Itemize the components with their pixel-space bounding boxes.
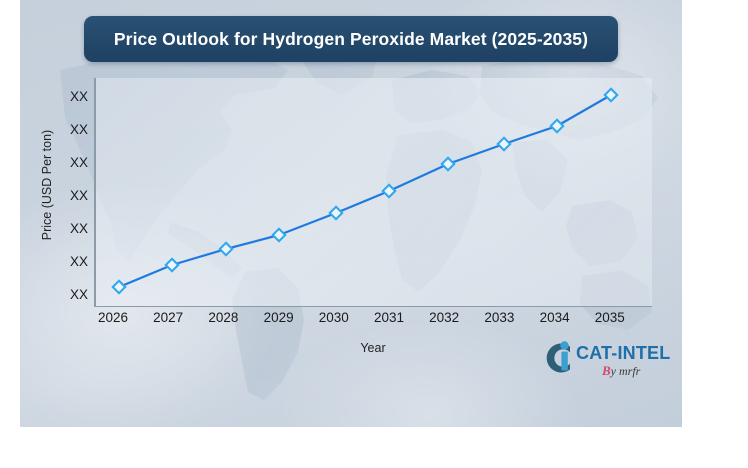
y-axis-tick-label: XX xyxy=(69,287,88,302)
page-title: Price Outlook for Hydrogen Peroxide Mark… xyxy=(113,28,589,49)
x-axis-tick-label: 2027 xyxy=(153,310,184,325)
x-axis-tick-label: 2035 xyxy=(594,310,625,325)
cat-intel-logo-icon xyxy=(546,341,570,373)
x-axis-line xyxy=(94,306,652,308)
x-axis-tick-label: 2033 xyxy=(484,310,515,325)
x-axis-tick-label: 2032 xyxy=(429,310,460,325)
y-axis-title: Price (USD Per ton) xyxy=(40,129,54,241)
x-axis-tick-label: 2029 xyxy=(263,310,294,325)
x-axis-title: Year xyxy=(360,341,386,355)
chart-title-bar: Price Outlook for Hydrogen Peroxide Mark… xyxy=(84,16,618,62)
x-axis-tick-label: 2028 xyxy=(208,310,239,325)
logo-sub-b: B xyxy=(602,363,611,378)
chart-panel: Price Outlook for Hydrogen Peroxide Mark… xyxy=(20,0,682,427)
y-axis-line xyxy=(94,78,96,307)
y-axis-tick-label: XX xyxy=(69,188,88,203)
plot-area xyxy=(94,78,652,307)
y-axis-tick-label: XX xyxy=(69,254,88,269)
x-axis-tick-label: 2026 xyxy=(97,310,129,325)
y-axis-ticks: XX XX XX XX XX XX XX xyxy=(42,78,88,307)
y-axis-tick-label: XX xyxy=(69,221,88,236)
y-axis-tick-label: XX xyxy=(69,89,88,104)
y-axis-tick-label: XX xyxy=(69,122,88,137)
x-axis-tick-label: 2034 xyxy=(539,310,570,325)
logo-subtitle: By mrfr xyxy=(602,363,640,379)
logo-sub-rest: y mrfr xyxy=(610,364,641,378)
brand-logo: CAT-INTEL By mrfr xyxy=(540,337,680,385)
x-axis-tick-label: 2030 xyxy=(318,310,349,325)
x-axis-tick-label: 2031 xyxy=(373,310,405,325)
x-axis-ticks: 2026 2027 2028 2029 2030 2031 2032 2033 2034 2035 xyxy=(94,310,652,332)
line-chart: XX XX XX XX XX XX XX 2026 2027 2028 2029 2030 2031 2… xyxy=(20,0,682,427)
logo-wordmark: CAT-INTEL xyxy=(576,343,671,363)
y-axis-tick-label: XX xyxy=(69,155,88,170)
